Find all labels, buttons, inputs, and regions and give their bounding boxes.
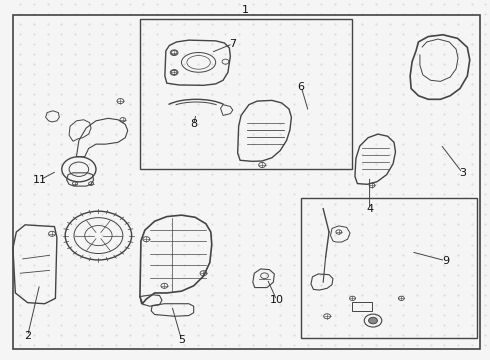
Text: 4: 4 [366,204,373,214]
Text: 10: 10 [270,295,284,305]
Text: 3: 3 [459,168,466,178]
Text: 9: 9 [442,256,449,266]
Bar [352,302,372,311]
Bar [301,198,477,338]
Text: 11: 11 [33,175,47,185]
Text: 5: 5 [178,334,185,345]
Text: 8: 8 [190,120,197,129]
Text: 7: 7 [229,39,236,49]
Circle shape [368,318,377,324]
Text: 2: 2 [24,331,31,341]
Bar [140,19,352,169]
Text: 1: 1 [242,5,248,15]
Text: 6: 6 [298,82,305,92]
